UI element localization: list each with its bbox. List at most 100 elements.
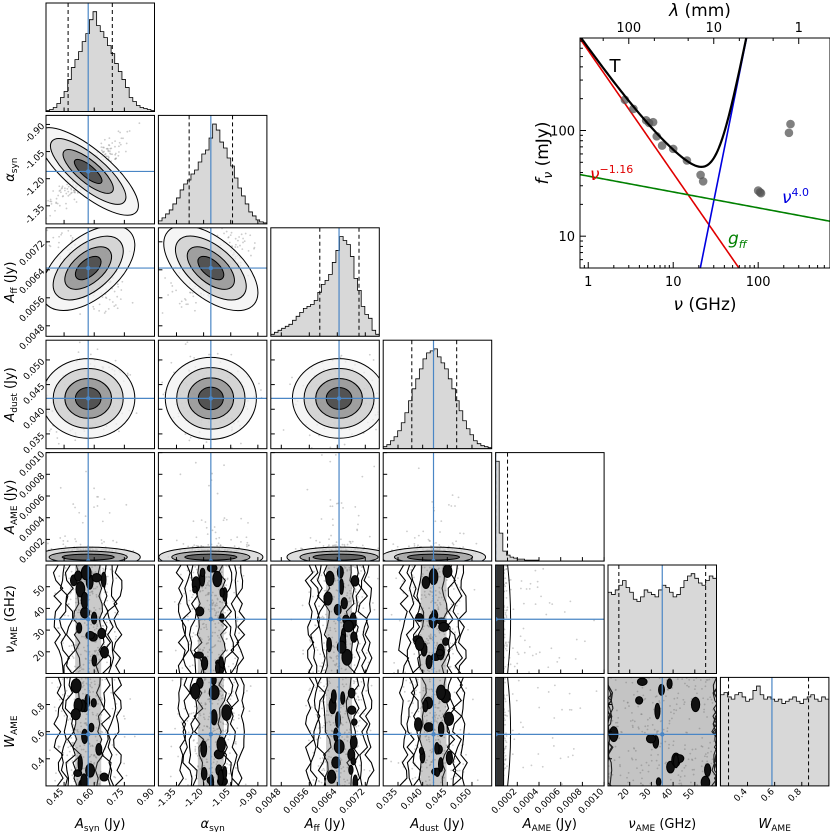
- truth-marker: [431, 558, 436, 562]
- truth-marker: [208, 617, 214, 622]
- contour-blob: [415, 612, 424, 623]
- dust-label: ν4.0: [782, 186, 809, 208]
- truth-marker: [431, 732, 436, 737]
- y-tick-label: 0.0048: [18, 323, 48, 353]
- y-tick-label: -1.35: [24, 203, 48, 227]
- contour-blob: [352, 774, 359, 786]
- contour-blob: [219, 587, 225, 598]
- panel-frame: [382, 452, 493, 562]
- contour-blob: [655, 777, 662, 786]
- y-tick-label: 30: [32, 627, 47, 642]
- panel-frame: [45, 114, 155, 225]
- contour-blob: [673, 754, 679, 769]
- panel-frame: [270, 227, 380, 337]
- x-tick-label: 0.050: [449, 787, 474, 812]
- y-axis-label-row-6: WAME: [3, 715, 20, 748]
- contour-blob: [421, 576, 431, 590]
- contour-blob: [97, 627, 107, 640]
- data-point: [784, 128, 794, 138]
- contour-blob: [217, 769, 224, 786]
- x-tick-label: 10: [665, 275, 682, 290]
- data-point: [657, 141, 667, 150]
- x-tick-label: 0.045: [424, 787, 449, 812]
- contour-blob: [219, 613, 225, 623]
- contour-level: [398, 677, 468, 786]
- truth-marker: [85, 169, 91, 174]
- panel-frame: [157, 452, 268, 562]
- contour-blob: [350, 575, 360, 587]
- contour-blob: [350, 631, 358, 643]
- sed-y-label: fν (mJy): [533, 121, 555, 184]
- scatter-panel-A_dust-vs-A_ff: [270, 339, 380, 450]
- contour-blob: [425, 654, 433, 670]
- truth-marker: [495, 617, 498, 622]
- data-point: [696, 170, 705, 180]
- panel-frame: [157, 339, 268, 450]
- contour-level: [181, 677, 240, 786]
- x-tick-label: -1.05: [209, 787, 233, 811]
- contour-level: [310, 677, 369, 786]
- contour-blob: [74, 570, 83, 582]
- scatter-panel-W_AME-vs-A_syn: 0.45 0.60 0.75 0.90 0.4 0.6 0.8: [30, 676, 157, 808]
- contour-blob: [445, 750, 454, 766]
- truth-marker: [336, 558, 342, 562]
- contour-blob: [100, 571, 107, 588]
- contour-blob: [199, 567, 206, 578]
- x-axis-label-A_ff: Aff (Jy): [304, 817, 346, 832]
- contour-set: [286, 546, 380, 562]
- top-tick-label: 1: [795, 21, 803, 36]
- panel-frame: [45, 2, 155, 112]
- contour-blob: [208, 684, 220, 701]
- top-tick-label: 10: [705, 21, 722, 36]
- contour-blob: [636, 677, 648, 686]
- data-point: [786, 119, 795, 129]
- data-point: [648, 117, 658, 127]
- x-axis-label-A_dust: Adust (Jy): [409, 817, 464, 832]
- total-model-line: [580, 38, 748, 169]
- contour-blob: [442, 565, 453, 578]
- histogram-bars: [495, 460, 605, 562]
- contour-blob: [645, 733, 657, 744]
- contour-blob: [347, 687, 356, 699]
- x-tick-label: 0.60: [75, 787, 96, 808]
- y-tick-label: 20: [32, 649, 47, 664]
- truth-marker: [660, 732, 665, 737]
- contour-blob: [216, 736, 226, 753]
- truth-marker: [208, 732, 214, 737]
- contour-blob: [423, 722, 435, 733]
- panel-frame: [157, 227, 268, 337]
- contour-blob: [80, 591, 89, 609]
- y-tick-label: 0.050: [22, 357, 47, 382]
- x-axis-label-nu_AME: νAME (GHz): [628, 817, 696, 832]
- x-tick-label: 50: [682, 787, 697, 802]
- x-tick-label: 30: [638, 787, 653, 802]
- panel-frame: [495, 564, 605, 674]
- y-axis-label-row-1: αsyn: [3, 157, 20, 181]
- histogram-panel-A_dust: [382, 339, 493, 450]
- truth-marker: [208, 396, 214, 401]
- contour-blob: [422, 699, 429, 713]
- contour-blob: [206, 776, 213, 784]
- scatter-panel-nu_AME-vs-alpha_syn: [157, 564, 268, 674]
- y-tick-label: 0.045: [22, 382, 47, 407]
- contour-blob: [195, 606, 205, 617]
- contour-blob: [70, 678, 82, 694]
- contour-level: [507, 677, 512, 786]
- x-tick-label: 0.0048: [254, 787, 284, 817]
- sed-frame: [579, 37, 830, 269]
- contour-blob: [330, 689, 337, 704]
- histogram-panel-nu_AME: [607, 564, 717, 674]
- free-free-label: gff: [728, 229, 748, 251]
- contour-blob: [76, 622, 83, 634]
- y-axis-label-row-3: Adust (Jy): [3, 367, 20, 422]
- panel-frame: [495, 676, 605, 787]
- scatter-panel-A_dust-vs-alpha_syn: [157, 339, 268, 450]
- density-points: [158, 461, 250, 558]
- contour-blob: [434, 742, 440, 755]
- contour-level: [177, 677, 245, 786]
- synchrotron-label: ν−1.16: [590, 163, 633, 185]
- y-tick-label: 100: [550, 124, 575, 139]
- contour-blob: [336, 565, 344, 579]
- panel-frame: [45, 564, 155, 674]
